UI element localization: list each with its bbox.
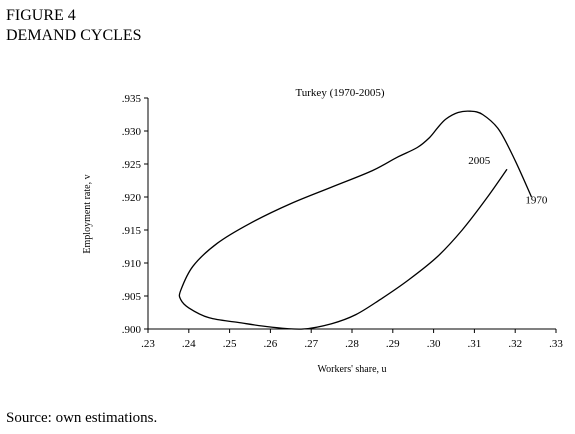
x-tick-label: .31 bbox=[468, 338, 482, 350]
y-tick-label: .925 bbox=[122, 159, 142, 171]
figure-heading: FIGURE 4 DEMAND CYCLES bbox=[6, 6, 142, 46]
source-note: Source: own estimations. bbox=[6, 410, 158, 426]
figure-title: DEMAND CYCLES bbox=[6, 27, 142, 44]
annotation-1970: 1970 bbox=[525, 195, 548, 207]
y-tick-label: .905 bbox=[122, 291, 142, 303]
x-axis-label: Workers' share, u bbox=[317, 364, 386, 375]
y-tick-label: .935 bbox=[122, 93, 142, 105]
x-tick-label: .29 bbox=[386, 338, 400, 350]
x-tick-label: .27 bbox=[304, 338, 318, 350]
chart-title: Turkey (1970-2005) bbox=[295, 87, 384, 99]
annotation-2005: 2005 bbox=[468, 155, 491, 167]
y-tick-label: .900 bbox=[122, 324, 142, 336]
figure-number: FIGURE 4 bbox=[6, 7, 76, 24]
x-tick-label: .28 bbox=[345, 338, 359, 350]
x-tick-label: .30 bbox=[427, 338, 441, 350]
y-tick-label: .915 bbox=[122, 225, 142, 237]
y-tick-label: .930 bbox=[122, 126, 142, 138]
series-line-cycle bbox=[178, 110, 533, 330]
y-ticks: .900 .905 .910 .915 .920 .925 .930 .935 bbox=[122, 93, 148, 336]
y-axis-label: Employment rate, v bbox=[82, 174, 93, 253]
x-ticks: .23 .24 .25 .26 .27 .28 .29 .30 .31 .32 .33 bbox=[141, 329, 563, 350]
x-tick-label: .33 bbox=[549, 338, 563, 350]
x-tick-label: .32 bbox=[508, 338, 522, 350]
y-tick-label: .920 bbox=[122, 192, 142, 204]
x-tick-label: .26 bbox=[264, 338, 278, 350]
x-tick-label: .25 bbox=[223, 338, 237, 350]
x-tick-label: .23 bbox=[141, 338, 155, 350]
y-tick-label: .910 bbox=[122, 258, 142, 270]
x-tick-label: .24 bbox=[182, 338, 196, 350]
annotations: 1970 2005 bbox=[468, 155, 548, 207]
